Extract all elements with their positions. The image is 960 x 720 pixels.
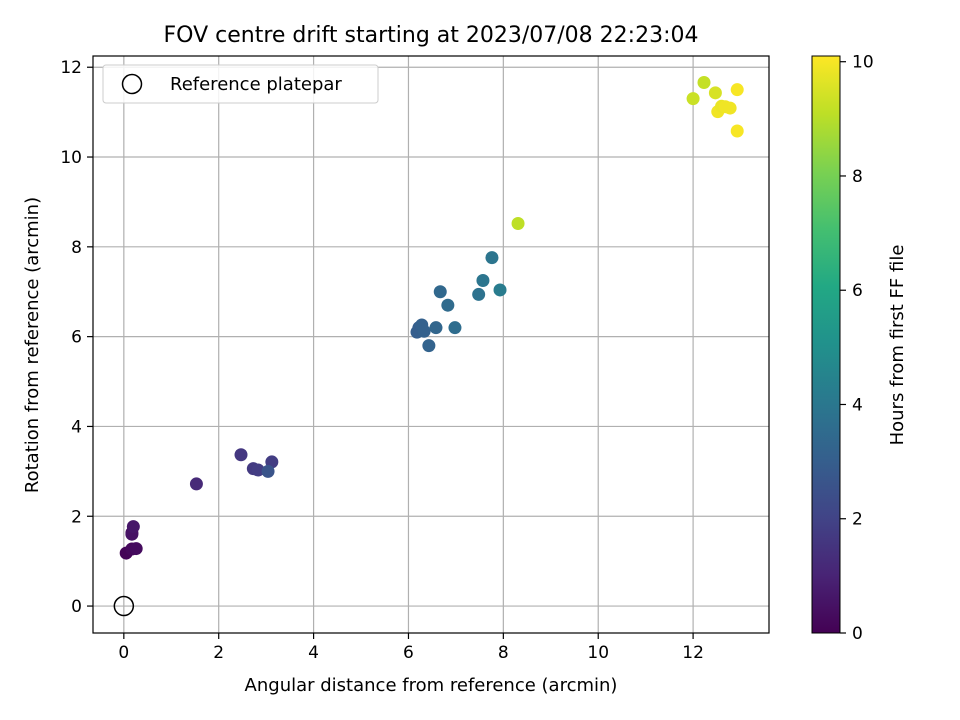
colorbar-gradient <box>811 55 841 634</box>
scatter-point <box>472 287 486 301</box>
legend-reference-marker <box>121 73 143 95</box>
scatter-point <box>189 477 203 491</box>
colorbar-tick-label: 6 <box>852 281 863 301</box>
colorbar-tick-label: 2 <box>852 510 863 530</box>
scatter-point <box>433 285 447 299</box>
data-points <box>119 75 744 560</box>
y-tick-label: 6 <box>71 328 82 348</box>
scatter-point <box>708 86 722 100</box>
grid <box>93 56 769 633</box>
y-tick-label: 2 <box>71 507 82 527</box>
colorbar-tick-label: 0 <box>852 624 863 644</box>
x-tick-label: 6 <box>403 643 414 663</box>
scatter-point <box>417 324 431 338</box>
x-tick-label: 0 <box>118 643 129 663</box>
scatter-point <box>429 321 443 335</box>
colorbar-tick-label: 10 <box>852 53 874 73</box>
y-axis-label: Rotation from reference (arcmin) <box>22 197 43 493</box>
y-tick-label: 4 <box>71 417 82 437</box>
scatter-point <box>493 283 507 297</box>
scatter-point <box>441 298 455 312</box>
scatter-point <box>476 274 490 288</box>
x-tick-label: 12 <box>682 643 704 663</box>
x-tick-label: 4 <box>308 643 319 663</box>
legend: Reference platepar <box>102 64 379 104</box>
scatter-point <box>511 216 525 230</box>
colorbar-tick-label: 8 <box>852 167 863 187</box>
colorbar-ticks: 0 2 4 6 8 10 <box>840 53 874 644</box>
x-tick-label: 8 <box>498 643 509 663</box>
scatter-point <box>723 101 737 115</box>
chart-title: FOV centre drift starting at 2023/07/08 … <box>164 23 699 48</box>
scatter-point <box>129 542 143 556</box>
scatter-point <box>730 83 744 97</box>
reference-platepar-marker <box>113 595 135 617</box>
scatter-point <box>422 339 436 353</box>
scatter-point <box>126 520 140 534</box>
y-tick-label: 0 <box>71 597 82 617</box>
scatter-point <box>448 321 462 335</box>
x-tick-label: 10 <box>587 643 609 663</box>
colorbar-tick-label: 4 <box>852 395 863 415</box>
scatter-point <box>686 92 700 106</box>
y-tick-label: 10 <box>60 148 82 168</box>
y-tick-label: 12 <box>60 58 82 78</box>
scatter-point <box>730 124 744 138</box>
scatter-point <box>234 448 248 462</box>
y-tick-label: 8 <box>71 238 82 258</box>
colorbar-label: Hours from first FF file <box>887 245 908 446</box>
y-axis: 0 2 4 6 8 10 12 <box>60 58 93 617</box>
colorbar: 0 2 4 6 8 10 Hours from first FF file <box>811 53 908 644</box>
x-axis-label: Angular distance from reference (arcmin) <box>245 675 618 696</box>
x-axis: 0 2 4 6 8 10 12 <box>118 633 704 663</box>
x-tick-label: 2 <box>213 643 224 663</box>
scatter-point <box>697 75 711 89</box>
scatter-point <box>485 251 499 265</box>
legend-entry-reference: Reference platepar <box>170 74 342 95</box>
plot-frame <box>92 55 770 634</box>
reference-marker-group <box>113 595 135 617</box>
legend-box <box>102 64 379 104</box>
scatter-point <box>251 463 265 477</box>
scatter-point <box>261 464 275 478</box>
